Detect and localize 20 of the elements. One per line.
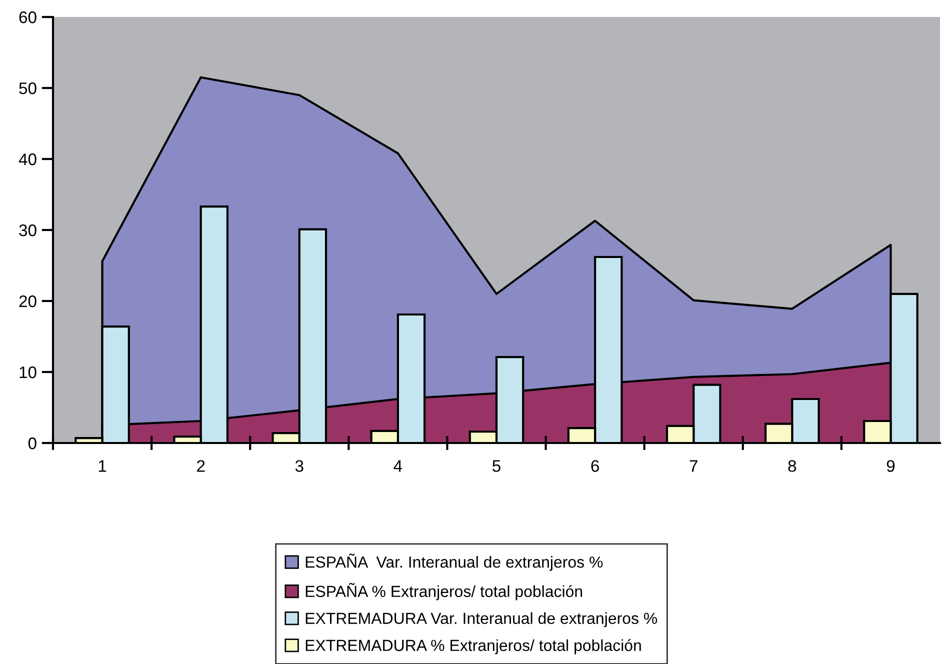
x-tick-label: 5 (492, 460, 500, 472)
x-tick-label: 6 (591, 460, 599, 472)
y-tick-label: 20 (19, 295, 36, 308)
legend-label: EXTREMADURA % Extranjeros/ total población (306, 639, 641, 654)
y-tick-label: 10 (20, 366, 36, 378)
x-tick-label: 8 (788, 460, 796, 472)
y-tick-label: 60 (19, 11, 36, 24)
x-tick-label: 4 (394, 460, 402, 472)
y-tick-label: 50 (19, 82, 36, 94)
legend-label: EXTREMADURA Var. Interanual de extranjeros % (306, 612, 658, 628)
x-tick-label: 3 (295, 460, 304, 472)
x-tick-label: 2 (197, 460, 205, 472)
y-tick-label: 40 (18, 153, 36, 166)
y-tick-label: 0 (28, 437, 36, 450)
x-tick-label: 1 (98, 460, 106, 472)
legend-label: ESPAÑA % Extranjeros/ total población (306, 582, 582, 600)
legend-label: ESPAÑA Var. Interanual de extranjeros % (306, 554, 603, 571)
y-tick-label: 30 (19, 224, 36, 236)
x-tick-label: 9 (886, 460, 895, 472)
x-tick-label: 7 (690, 460, 698, 472)
